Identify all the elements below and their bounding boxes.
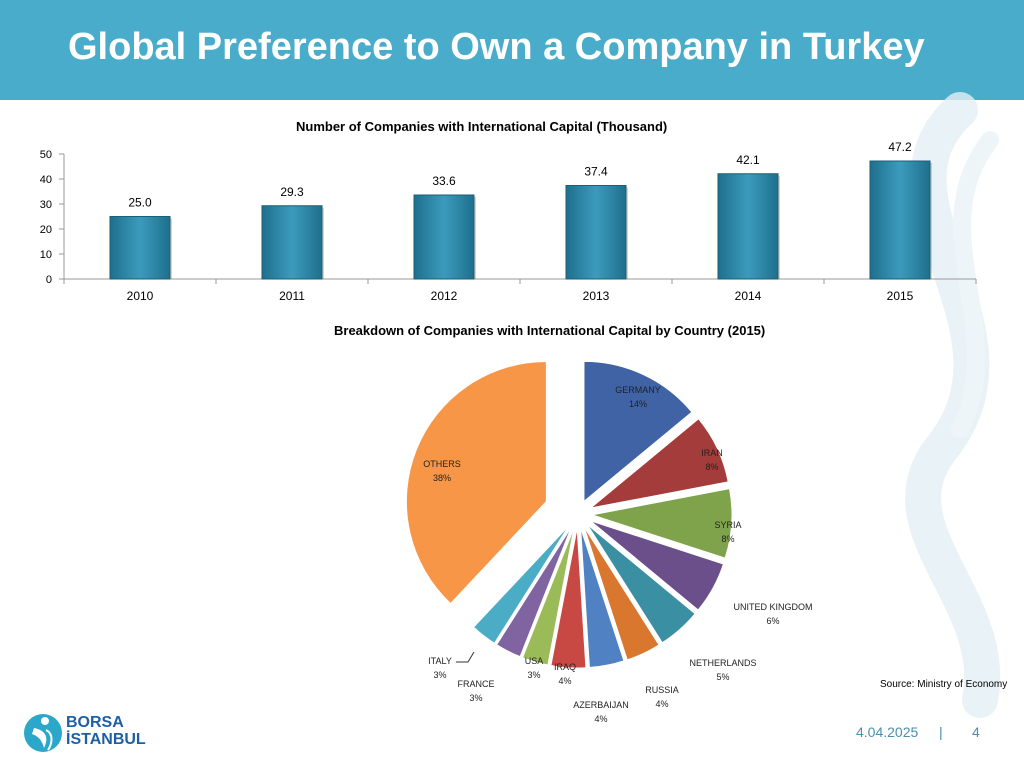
- pie-slice-others: [405, 360, 547, 605]
- bar-value-label: 25.0: [128, 196, 152, 210]
- pie-slice-netherlands: [586, 524, 696, 644]
- bar-category-label: 2011: [279, 289, 305, 303]
- bar-category-label: 2010: [127, 289, 154, 303]
- pie-pct-netherlands: 5%: [716, 672, 729, 682]
- bar-value-label: 47.2: [888, 140, 912, 154]
- slide-title: Global Preference to Own a Company in Tu…: [68, 26, 925, 68]
- bar-2012: [413, 194, 475, 280]
- pie-label-syria: SYRIA: [714, 520, 741, 530]
- pie-pct-others: 38%: [433, 473, 451, 483]
- pie-label-iran: IRAN: [701, 448, 723, 458]
- pie-label-united-kingdom: UNITED KINGDOM: [733, 602, 812, 612]
- pie-label-russia: RUSSIA: [645, 685, 679, 695]
- pie-label-others: OTHERS: [423, 459, 461, 469]
- bar-2013: [565, 185, 627, 280]
- pie-pct-iran: 8%: [705, 462, 718, 472]
- pie-label-usa: USA: [525, 656, 544, 666]
- bar-y-tick-label: 10: [40, 249, 52, 261]
- bar-chart: 0 10 20 30 40 50 25.0 2010 29.3 2011 33.6 2012 37.4…: [40, 140, 977, 303]
- bar-2010: [109, 216, 171, 280]
- bar-value-label: 29.3: [280, 185, 304, 199]
- pie-pct-france: 3%: [469, 693, 482, 703]
- logo-wordmark: BORSA İSTANBUL: [66, 714, 146, 748]
- source-note: Source: Ministry of Economy: [880, 679, 1008, 690]
- pie-slice-azerbaijan: [580, 527, 625, 669]
- title-banner: [0, 0, 1024, 100]
- borsa-istanbul-logo-icon: [24, 714, 62, 752]
- bar-value-label: 33.6: [432, 174, 456, 188]
- pie-pct-usa: 3%: [527, 670, 540, 680]
- bar-y-tick-label: 30: [40, 199, 52, 211]
- pie-label-germany: GERMANY: [615, 385, 661, 395]
- bar-category-label: 2015: [887, 289, 914, 303]
- bar-category-label: 2014: [735, 289, 762, 303]
- bar-y-tick-label: 20: [40, 224, 52, 236]
- bar-2014: [717, 173, 779, 280]
- bar-2015: [869, 160, 931, 280]
- pie-label-france: FRANCE: [457, 679, 494, 689]
- pie-pct-russia: 4%: [655, 699, 668, 709]
- page-number: 4: [972, 724, 980, 740]
- bar-y-tick-label: 0: [46, 274, 52, 286]
- bar-y-tick-label: 40: [40, 174, 52, 186]
- pie-slice-usa: [521, 527, 575, 666]
- pie-pct-syria: 8%: [721, 534, 734, 544]
- pie-slice-italy: [472, 524, 570, 644]
- pie-pct-iraq: 4%: [558, 676, 571, 686]
- pie-pct-azerbaijan: 4%: [594, 714, 607, 724]
- pie-slice-iran: [590, 418, 729, 509]
- pie-label-italy: ITALY: [428, 656, 452, 666]
- pie-leader-line-italy: [456, 651, 475, 663]
- pie-label-azerbaijan: AZERBAIJAN: [573, 700, 629, 710]
- pie-label-netherlands: NETHERLANDS: [689, 658, 756, 668]
- bar-category-label: 2013: [583, 289, 610, 303]
- footer-separator: |: [939, 724, 943, 740]
- logo-wordmark-line2: İSTANBUL: [66, 731, 146, 748]
- bar-value-label: 37.4: [584, 165, 608, 179]
- pie-pct-italy: 3%: [433, 670, 446, 680]
- bar-chart-title: Number of Companies with International C…: [296, 119, 668, 134]
- footer-date: 4.04.2025: [856, 724, 919, 740]
- logo-wordmark-line1: BORSA: [66, 714, 124, 731]
- pie-slice-syria: [591, 488, 733, 559]
- pie-pct-germany: 14%: [629, 399, 647, 409]
- bar-2011: [261, 205, 323, 280]
- pie-slice-iraq: [550, 527, 587, 669]
- bar-y-tick-label: 50: [40, 149, 52, 161]
- pie-slice-russia: [583, 526, 660, 661]
- pie-pct-united-kingdom: 6%: [766, 616, 779, 626]
- pie-label-iraq: IRAQ: [554, 662, 576, 672]
- pie-chart-title: Breakdown of Companies with Internationa…: [334, 323, 766, 338]
- bar-value-label: 42.1: [736, 153, 760, 167]
- bar-category-label: 2012: [431, 289, 458, 303]
- pie-slice-france: [495, 526, 573, 658]
- pie-slice-united-kingdom: [589, 520, 725, 611]
- pie-slice-germany: [583, 360, 693, 503]
